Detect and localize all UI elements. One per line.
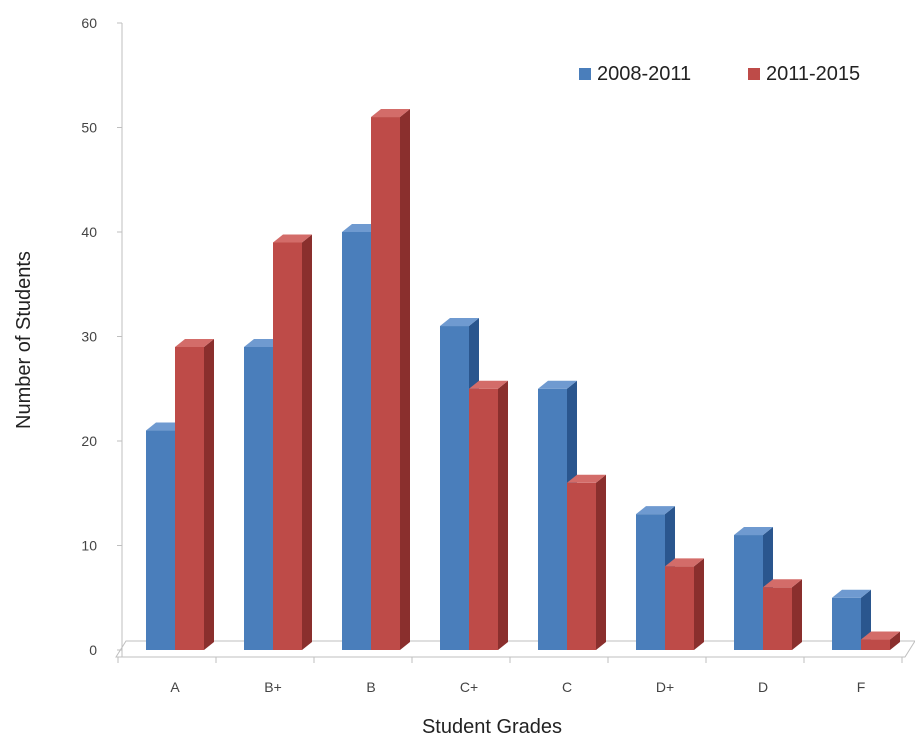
bar-top [636, 506, 675, 515]
legend-swatch [579, 68, 591, 80]
x-tick-label: B+ [264, 679, 282, 695]
bar-front [146, 430, 175, 650]
bar [469, 380, 508, 650]
bar-side [498, 380, 508, 650]
bar-front [567, 482, 596, 650]
bar-front [273, 242, 302, 650]
bars [146, 109, 900, 651]
legend-swatch [748, 68, 760, 80]
bar-front [440, 326, 469, 650]
bar-front [469, 388, 498, 650]
y-tick-label: 50 [81, 120, 97, 136]
bar [734, 527, 773, 650]
bar [763, 579, 802, 650]
x-tick-label: C+ [460, 679, 478, 695]
legend: 2008-2011 2011-2015 [579, 63, 860, 85]
bar-top [175, 338, 214, 347]
x-tick-label: F [857, 679, 866, 695]
bar-front [861, 639, 890, 650]
bar-front [763, 587, 792, 650]
bar [175, 338, 214, 650]
bar [371, 109, 410, 651]
bar-top [861, 631, 900, 640]
bar-front [244, 346, 273, 650]
bar-top [371, 109, 410, 118]
bar-side [204, 338, 214, 650]
y-tick-label: 20 [81, 433, 97, 449]
bar-side [302, 234, 312, 650]
bar-front [832, 597, 861, 650]
y-tick-label: 30 [81, 329, 97, 345]
bar-top [763, 579, 802, 588]
bar-front [175, 346, 204, 650]
bar [273, 234, 312, 650]
bar-top [469, 380, 508, 389]
bar-side [694, 558, 704, 650]
x-axis-title: Student Grades [422, 716, 562, 738]
x-tick-label: D+ [656, 679, 674, 695]
bar [567, 474, 606, 650]
bar-top [538, 380, 577, 389]
bar-side [792, 579, 802, 650]
y-tick-label: 10 [81, 538, 97, 554]
x-tick-label: C [562, 679, 572, 695]
bar-side [890, 631, 900, 650]
bar-top [567, 474, 606, 483]
bar-front [665, 566, 694, 650]
axes [116, 22, 905, 663]
bar-top [665, 558, 704, 567]
bar-front [734, 535, 763, 650]
x-tick-label: A [170, 679, 180, 695]
bar-side [400, 109, 410, 651]
bar-top [734, 527, 773, 536]
bar [665, 558, 704, 650]
y-axis-title: Number of Students [13, 251, 35, 429]
bar-side [596, 474, 606, 650]
bar-front [636, 514, 665, 650]
y-tick-label: 60 [81, 15, 97, 31]
x-tick-labels: A B+ B C+ C D+ D F [170, 679, 865, 695]
x-tick-label: D [758, 679, 768, 695]
bar [861, 631, 900, 650]
y-tick-labels: 0 10 20 30 40 50 60 [81, 15, 97, 658]
bar-front [342, 232, 371, 650]
legend-label: 2011-2015 [766, 63, 860, 85]
bar-front [538, 388, 567, 650]
bar-front [371, 117, 400, 651]
y-tick-label: 40 [81, 224, 97, 240]
bar-top [832, 589, 871, 598]
bar-top [440, 318, 479, 327]
bar-top [273, 234, 312, 243]
y-tick-label: 0 [89, 642, 97, 658]
x-tick-label: B [366, 679, 375, 695]
legend-label: 2008-2011 [597, 63, 691, 85]
